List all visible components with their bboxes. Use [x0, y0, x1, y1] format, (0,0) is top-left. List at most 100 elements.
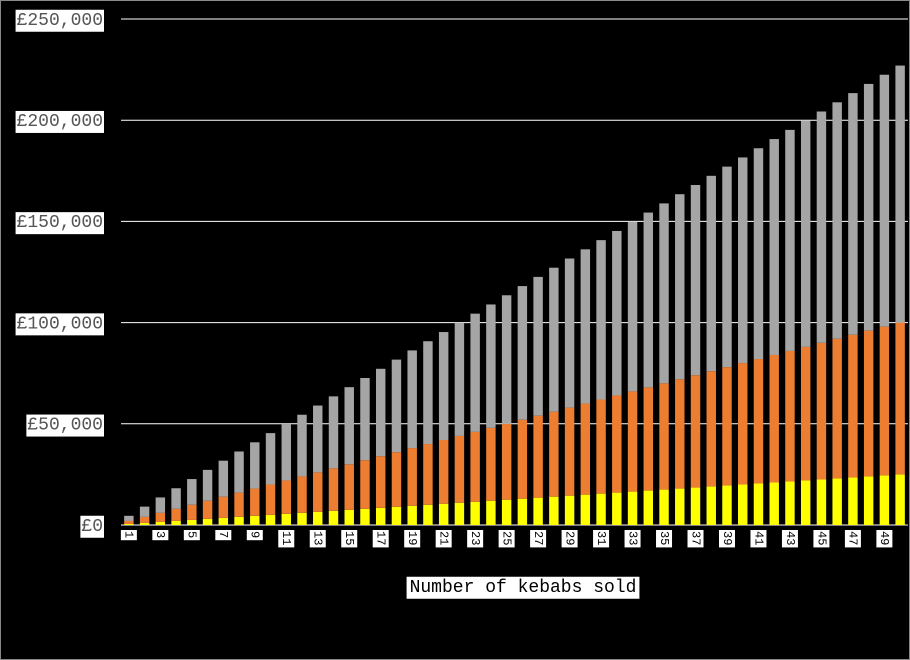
bar-segment: [486, 427, 496, 501]
label-box: [406, 576, 640, 599]
bar-segment: [596, 493, 606, 525]
bar-segment: [187, 519, 197, 525]
bar-segment: [832, 478, 842, 525]
bar-segment: [234, 451, 244, 493]
bar-segment: [171, 520, 181, 525]
bar-segment: [769, 482, 779, 525]
bar-segment: [313, 405, 323, 473]
label-box: [813, 530, 830, 548]
bar-segment: [250, 515, 260, 525]
bar-segment: [375, 507, 386, 525]
bar-segment: [234, 492, 244, 517]
bar-segment: [659, 489, 669, 525]
bar-segment: [391, 452, 402, 507]
label-box: [246, 530, 263, 541]
bar-segment: [438, 332, 449, 440]
bar-segment: [171, 508, 181, 521]
bar-segment: [596, 399, 606, 494]
y-tick-label: £50,000: [27, 416, 103, 436]
bar-segment: [187, 479, 197, 505]
bar-segment: [564, 258, 575, 408]
bar-segment: [549, 411, 559, 497]
bar-segment: [690, 185, 701, 376]
bar-segment: [438, 439, 449, 504]
bar-segment: [470, 431, 480, 502]
bar-segment: [863, 330, 874, 477]
label-box: [498, 530, 515, 548]
bar-segment: [360, 460, 370, 509]
bar-segment: [643, 212, 654, 388]
bar-segment: [533, 415, 543, 498]
label-box: [120, 530, 137, 541]
bar-segment: [738, 484, 748, 525]
bar-segment: [202, 500, 213, 519]
x-tick-label: 5: [185, 531, 199, 538]
bar-segment: [234, 516, 244, 525]
x-tick-label: 35: [657, 531, 671, 545]
bar-segment: [816, 342, 827, 480]
label-box: [15, 110, 104, 133]
bar-segment: [800, 480, 811, 525]
bar-segment: [281, 480, 291, 514]
bar-segment: [486, 500, 496, 525]
bar-segment: [375, 368, 386, 457]
bar-segment: [816, 479, 827, 525]
bar-segment: [281, 423, 291, 481]
bar-segment: [297, 512, 307, 525]
bar-segment: [643, 490, 654, 525]
bar-segment: [753, 483, 764, 525]
bar-segment: [659, 383, 669, 490]
bar-segment: [391, 359, 402, 453]
bar-segment: [706, 371, 716, 487]
bar-segment: [738, 363, 748, 485]
bar-segment: [832, 102, 842, 339]
y-tick-label: £150,000: [17, 213, 103, 233]
bar-segment: [675, 488, 685, 525]
bar-segment: [155, 521, 166, 525]
bar-segment: [769, 354, 779, 483]
x-tick-label: 31: [594, 531, 608, 545]
label-box: [26, 414, 104, 437]
bar-segment: [753, 148, 764, 360]
x-tick-label: 9: [248, 531, 262, 538]
bar-segment: [627, 221, 638, 392]
bar-segment: [344, 387, 354, 465]
bar-segment: [580, 403, 591, 495]
bar-segment: [501, 499, 512, 525]
x-tick-label: 37: [688, 531, 702, 545]
bar-segment: [454, 435, 465, 503]
x-tick-label: 21: [436, 531, 450, 545]
label-box: [15, 212, 104, 235]
bar-segment: [863, 83, 874, 331]
bar-segment: [722, 485, 732, 525]
x-tick-label: 11: [279, 531, 293, 545]
x-tick-label: 45: [814, 531, 828, 545]
x-tick-label: 39: [720, 531, 734, 545]
bar-segment: [863, 476, 874, 525]
x-tick-label: 19: [405, 531, 419, 545]
x-axis-title: Number of kebabs sold: [410, 578, 637, 598]
x-tick-label: 7: [216, 531, 230, 538]
label-box: [656, 530, 673, 548]
bar-segment: [675, 194, 685, 380]
bar-segment: [218, 496, 229, 518]
bar-segment: [423, 444, 433, 505]
bar-segment: [328, 510, 339, 525]
bar-segment: [800, 346, 811, 481]
x-tick-label: 43: [783, 531, 797, 545]
bar-segment: [627, 491, 638, 525]
bar-segment: [202, 518, 213, 525]
bar-segment: [722, 166, 732, 368]
bar-segment: [171, 488, 181, 509]
label-box: [530, 530, 547, 548]
bar-segment: [706, 486, 716, 525]
y-tick-label: £100,000: [17, 314, 103, 334]
bar-segment: [265, 514, 276, 525]
bar-segment: [375, 456, 386, 508]
bar-segment: [596, 240, 606, 400]
bar-segment: [124, 520, 134, 524]
y-tick-label: £200,000: [17, 112, 103, 132]
x-tick-label: 13: [311, 531, 325, 545]
bar-segment: [659, 203, 669, 384]
